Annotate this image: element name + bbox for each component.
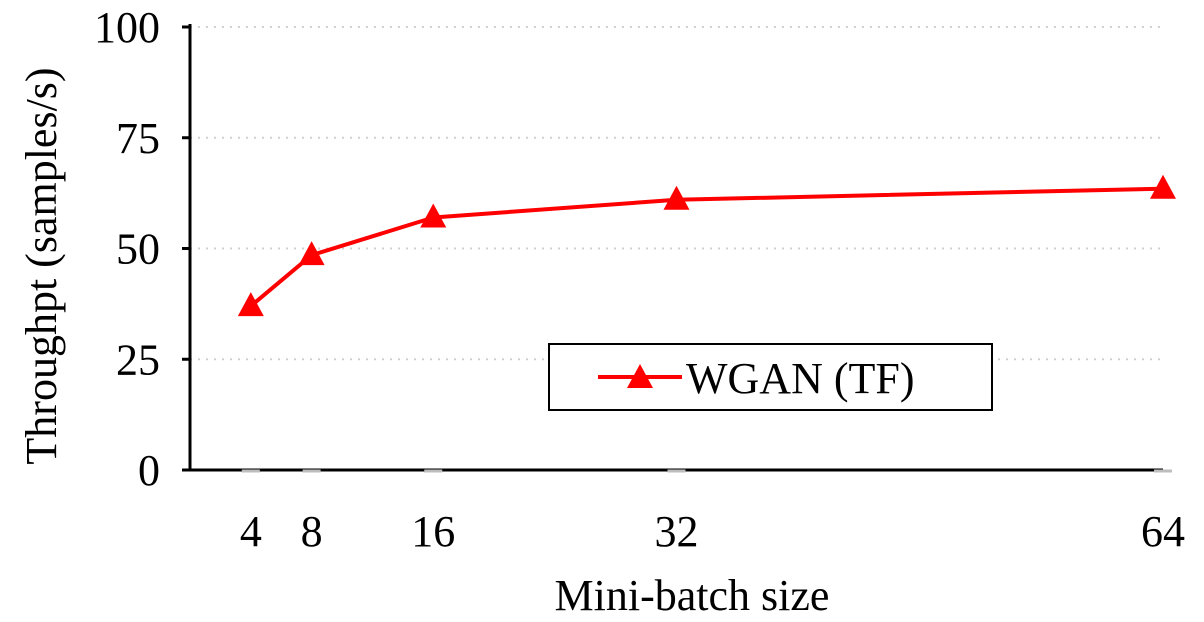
y-axis-title: Throughpt (samples/s) <box>17 67 66 464</box>
x-tick-label-32: 32 <box>655 507 699 556</box>
axes <box>182 24 1172 473</box>
legend-label: WGAN (TF) <box>686 354 915 403</box>
data-point-32 <box>663 185 690 210</box>
y-tick-label-25: 25 <box>116 335 160 384</box>
x-tick-label-8: 8 <box>301 507 323 556</box>
x-axis-title: Mini-batch size <box>555 571 830 620</box>
y-tick-label-100: 100 <box>94 3 160 52</box>
y-tick-label-75: 75 <box>116 114 160 163</box>
data-point-4 <box>237 292 264 317</box>
legend: WGAN (TF) <box>548 343 993 411</box>
data-point-16 <box>420 203 447 228</box>
y-tick-label-0: 0 <box>138 446 160 495</box>
legend-marker-triangle <box>627 364 653 388</box>
x-tick-labels: 4 8 16 32 64 <box>240 507 1185 556</box>
x-tick-label-64: 64 <box>1141 507 1185 556</box>
series-group <box>237 174 1176 317</box>
data-point-8 <box>298 241 325 266</box>
x-tick-label-16: 16 <box>411 507 455 556</box>
data-point-64 <box>1150 174 1176 199</box>
series-line <box>249 186 1164 308</box>
x-tick-label-4: 4 <box>240 507 262 556</box>
y-tick-labels: 0 25 50 75 100 <box>94 3 160 495</box>
y-tick-label-50: 50 <box>116 225 160 274</box>
